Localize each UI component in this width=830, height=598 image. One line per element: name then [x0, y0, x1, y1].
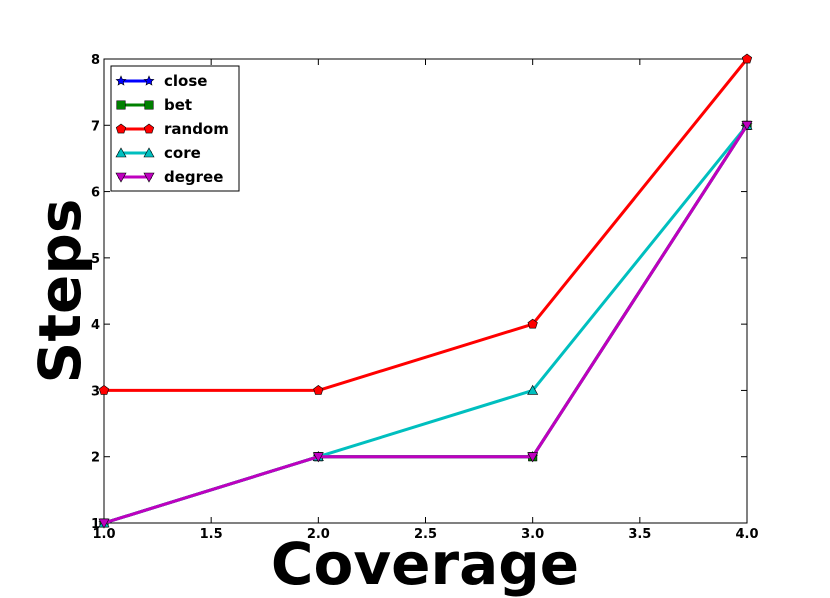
y-axis-title: Steps [26, 199, 94, 384]
legend-marker-degree [143, 172, 155, 183]
legend-label-degree: degree [164, 168, 223, 186]
y-tick-label: 2 [91, 451, 100, 466]
legend-label-random: random [164, 120, 229, 138]
data-point-random [98, 385, 110, 395]
legend-marker-close [143, 75, 155, 86]
y-tick-label: 5 [91, 252, 100, 267]
legend-label-core: core [164, 144, 201, 162]
data-point-core [527, 384, 539, 395]
data-point-random [741, 53, 753, 64]
y-tick-label: 4 [91, 318, 100, 333]
legend-marker-core [115, 147, 127, 158]
legend-marker-close [115, 75, 127, 86]
data-point-degree [98, 518, 110, 529]
x-tick-label: 1.0 [92, 527, 115, 542]
legend-marker-bet [116, 100, 126, 110]
legend-marker-core [143, 147, 155, 158]
x-tick-label: 4.0 [735, 527, 758, 542]
y-tick-label: 7 [91, 119, 100, 134]
data-point-degree [527, 452, 539, 463]
data-point-degree [741, 120, 753, 131]
legend-marker-bet [144, 100, 154, 110]
legend-marker-degree [115, 172, 127, 183]
series-group [98, 53, 753, 529]
x-tick-label: 2.0 [307, 527, 330, 542]
legend-label-close: close [164, 72, 207, 90]
x-tick-label: 3.0 [521, 527, 544, 542]
series-line-random [104, 58, 749, 392]
legend-marker-random [115, 123, 127, 134]
x-axis-title: Coverage [271, 530, 579, 598]
y-tick-label: 8 [91, 53, 100, 68]
legend-label-bet: bet [164, 96, 192, 114]
y-tick-label: 3 [91, 384, 100, 399]
y-tick-label: 6 [91, 186, 100, 201]
x-tick-label: 1.5 [200, 527, 223, 542]
series-line-degree [103, 124, 749, 525]
data-point-degree [312, 452, 324, 463]
axis-ticks: 1.0 1.5 2.0 2.5 3.0 3.5 4.0 1 2 3 4 5 6 7 8 [91, 53, 759, 542]
data-point-random [527, 318, 538, 329]
x-tick-label: 3.5 [628, 527, 651, 542]
y-tick-label: 1 [91, 517, 100, 532]
data-point-random [313, 385, 324, 395]
x-tick-label: 2.5 [414, 527, 437, 542]
legend-marker-random [143, 123, 155, 134]
legend: close bet random core degree [110, 65, 240, 192]
